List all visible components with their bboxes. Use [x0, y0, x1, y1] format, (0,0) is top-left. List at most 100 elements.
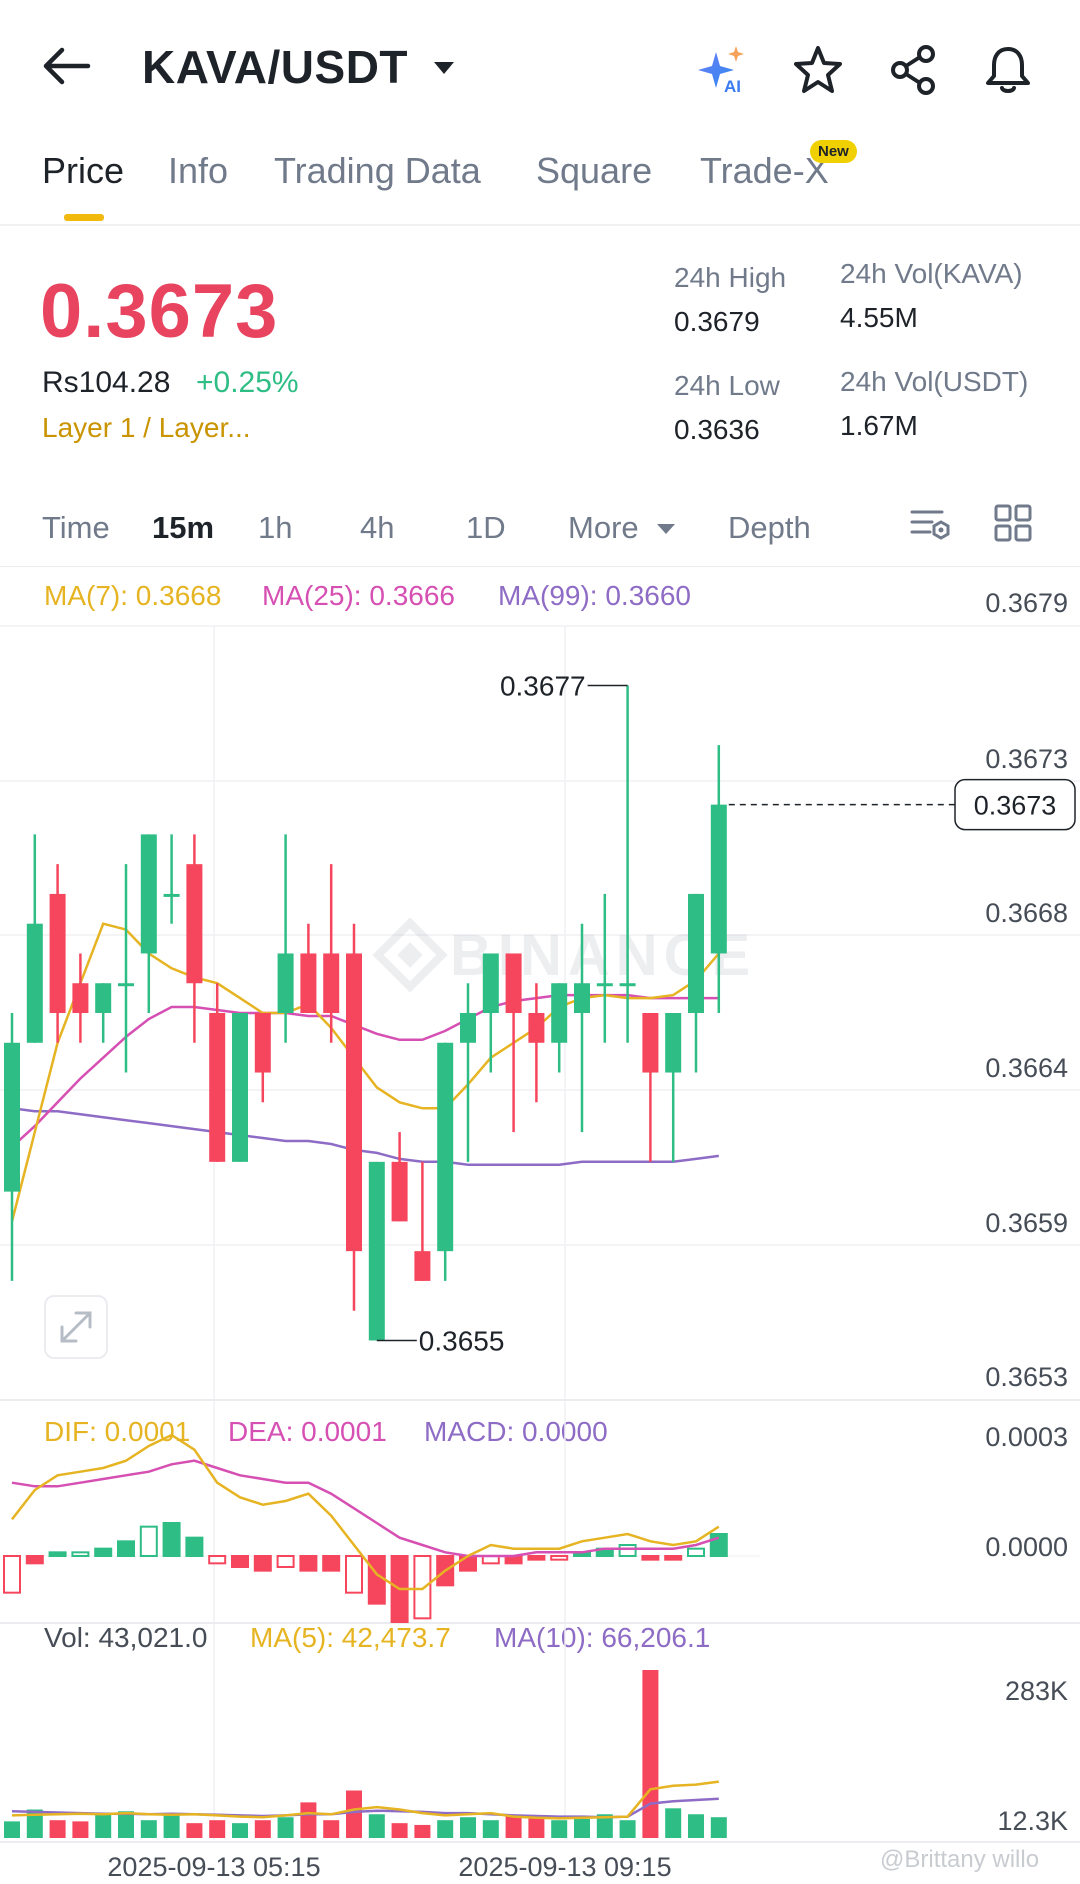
candle-down: [391, 1161, 408, 1222]
volume-bar: [72, 1821, 89, 1838]
dif-legend: DIF: 0.0001: [44, 1416, 191, 1447]
candle-up: [574, 983, 590, 1013]
expand-chart-button[interactable]: [44, 1295, 108, 1359]
interval-bar: Time 15m 1h 4h 1D More Depth: [0, 500, 1080, 560]
candle-down: [642, 1013, 659, 1073]
ma7-line: [10, 922, 720, 1222]
interval-1d[interactable]: 1D: [466, 510, 506, 545]
volume-bar: [49, 1820, 66, 1838]
chart-annotations: 0.3677 0.3655 0.3673: [376, 671, 1076, 1356]
macd-histogram-bar: [367, 1555, 386, 1605]
axis-labels: 0.3679 0.3673 0.3668 0.3664 0.3659 0.3653 0.00…: [107, 588, 1068, 1882]
volume-bar: [414, 1824, 431, 1838]
ai-sparkle-icon[interactable]: AI: [698, 44, 750, 96]
macd-histogram-bar: [25, 1555, 44, 1565]
candles: [4, 685, 727, 1341]
volume-bar: [186, 1823, 203, 1838]
last-price-tag-label: 0.3673: [974, 791, 1057, 821]
vol-ma10-legend: MA(10): 66,206.1: [494, 1622, 711, 1653]
vol-kava-label: 24h Vol(KAVA): [840, 258, 1023, 289]
fiat-price: Rs104.28: [42, 366, 171, 399]
macd-histogram-bar: [527, 1555, 546, 1561]
candle-down: [186, 864, 203, 984]
category-tags[interactable]: Layer 1 / Layer...: [42, 412, 251, 443]
volume-bar: [505, 1815, 522, 1838]
price-axis-label: 0.3673: [985, 744, 1068, 774]
dea-line: [11, 1459, 720, 1558]
candle-up: [665, 1013, 682, 1073]
price-axis-label: 0.3679: [985, 588, 1068, 618]
macd-histogram-bar: [664, 1555, 683, 1561]
tab-bar: Price Info Trading Data Square Trade-X: [0, 140, 1080, 226]
pair-title[interactable]: KAVA/USDT: [142, 41, 409, 93]
tab-square[interactable]: Square: [536, 150, 653, 191]
candle-up: [437, 1042, 454, 1252]
share-icon[interactable]: [888, 44, 940, 96]
candle-up: [26, 923, 43, 1043]
tab-price[interactable]: Price: [42, 150, 125, 191]
tab-trading-data[interactable]: Trading Data: [274, 150, 481, 191]
vol-ma5-line: [11, 1780, 719, 1820]
pair-dropdown-icon[interactable]: [432, 60, 456, 76]
candle-down: [414, 1251, 431, 1281]
tab-info[interactable]: Info: [168, 150, 229, 191]
volume-bar: [368, 1814, 385, 1838]
ma25-legend: MA(25): 0.3666: [262, 580, 455, 611]
candle-up: [710, 804, 727, 954]
volume-bar: [254, 1820, 271, 1838]
volume-bar: [688, 1814, 704, 1838]
favorite-star-icon[interactable]: [792, 44, 844, 96]
candle-up: [619, 983, 636, 987]
layout-grid-icon[interactable]: [992, 502, 1036, 546]
macd-histogram-bar: [413, 1555, 432, 1620]
interval-15m[interactable]: 15m: [152, 510, 215, 545]
volume-bar: [619, 1820, 636, 1838]
interval-time[interactable]: Time: [42, 510, 110, 545]
macd-histogram-bar: [3, 1555, 21, 1594]
macd-histogram-bar: [618, 1544, 637, 1557]
vol-kava-value: 4.55M: [840, 302, 918, 333]
candle-up: [118, 983, 134, 987]
macd-legend: MACD: 0.0000: [424, 1416, 608, 1447]
candle-down: [505, 953, 522, 1013]
interval-depth[interactable]: Depth: [728, 510, 811, 545]
volume-bar: [391, 1823, 408, 1838]
interval-separator: [0, 566, 1080, 567]
price-axis-label: 0.3664: [985, 1053, 1068, 1083]
macd-histogram-bar: [550, 1555, 569, 1561]
volume-bar: [437, 1820, 454, 1838]
macd-axis-label: 0.0003: [985, 1422, 1068, 1452]
header: KAVA/USDT AI: [0, 0, 1080, 130]
candle-down: [209, 1013, 226, 1162]
candle-up: [551, 983, 568, 1043]
candle-down: [254, 1013, 271, 1073]
volume-bar: [596, 1814, 613, 1838]
price-change: +0.25%: [196, 366, 299, 399]
volume-axis-label: 283K: [1005, 1676, 1068, 1706]
last-price: 0.3673: [40, 269, 279, 354]
high-value: 0.3679: [674, 306, 760, 337]
volume-bar: [665, 1808, 682, 1838]
macd-axis-label: 0.0000: [985, 1532, 1068, 1562]
notification-bell-icon[interactable]: [982, 44, 1034, 96]
vol-usdt-label: 24h Vol(USDT): [840, 366, 1029, 397]
ma-lines: [10, 922, 720, 1222]
low-value: 0.3636: [674, 414, 760, 445]
back-arrow-icon[interactable]: [40, 44, 92, 88]
volume-bar: [642, 1670, 659, 1838]
volume-bar: [4, 1821, 20, 1838]
interval-4h[interactable]: 4h: [360, 510, 395, 545]
macd-histogram-bar: [185, 1536, 204, 1557]
interval-more[interactable]: More: [568, 510, 639, 545]
high-label: 24h High: [674, 262, 787, 293]
tab-trade-x[interactable]: Trade-X: [700, 150, 829, 191]
macd-histogram-bar: [139, 1525, 158, 1557]
volume-bar: [232, 1823, 248, 1838]
macd-histogram-bar: [48, 1551, 67, 1558]
interval-1h[interactable]: 1h: [258, 510, 293, 545]
indicator-settings-icon[interactable]: [908, 502, 952, 546]
macd-histogram-bar: [117, 1540, 135, 1558]
macd-histogram-bar: [641, 1555, 660, 1561]
price-axis-label: 0.3668: [985, 898, 1068, 928]
